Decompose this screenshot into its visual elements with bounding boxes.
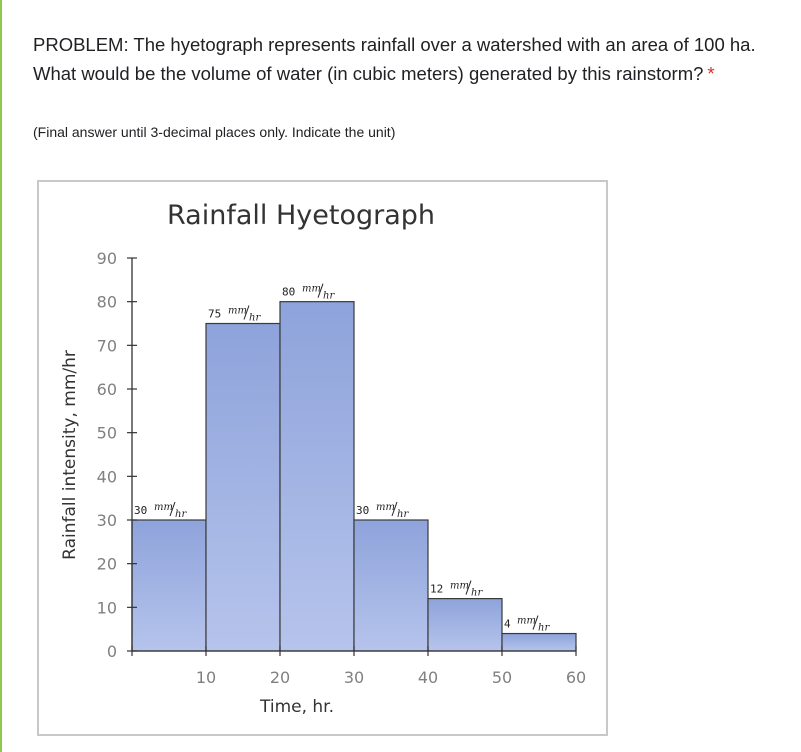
bar-label-slash-3 <box>391 501 398 517</box>
bar-label-unit-num-1: mm <box>228 306 247 317</box>
x-axis-label: Time, hr. <box>259 697 334 717</box>
bar-0 <box>131 519 207 652</box>
bars-layer <box>131 301 577 652</box>
bar-label-value-2: 80 <box>282 286 295 299</box>
bar-label-unit-num-3: mm <box>376 502 395 513</box>
y-tick-label-50: 50 <box>97 424 117 443</box>
x-tick-label-10: 10 <box>196 668 216 687</box>
bar-label-unit-den-1: hr <box>249 313 261 324</box>
bar-label-slash-4 <box>465 580 472 595</box>
bar-label-value-4: 12 <box>430 583 443 596</box>
question-text: PROBLEM: The hyetograph represents rainf… <box>33 34 756 84</box>
y-axis-label: Rainfall intensity, mm/hr <box>60 350 80 560</box>
bar-2 <box>279 301 355 652</box>
bar-3 <box>353 519 429 652</box>
y-tick-label-70: 70 <box>97 336 117 355</box>
x-tick-label-30: 30 <box>344 668 364 687</box>
question-block: PROBLEM: The hyetograph represents rainf… <box>33 30 773 88</box>
bar-4 <box>427 598 503 652</box>
bar-label-unit-den-3: hr <box>397 509 409 520</box>
x-tick-label-40: 40 <box>418 668 438 687</box>
y-tick-label-0: 0 <box>107 642 117 661</box>
bar-label-value-5: 4 <box>504 618 511 631</box>
bar-label-unit-num-5: mm <box>517 616 536 627</box>
bar-label-value-0: 30 <box>134 504 147 517</box>
bar-1 <box>205 322 281 652</box>
bar-label-unit-den-5: hr <box>538 623 550 634</box>
y-tick-label-60: 60 <box>97 380 117 399</box>
axes-layer: 0 10 20 30 40 50 60 70 80 90 10 20 30 40 50 60 <box>97 249 587 687</box>
bar-label-unit-den-2: hr <box>323 291 335 302</box>
bar-label-unit-den-4: hr <box>471 588 483 599</box>
bar-label-slash-5 <box>532 615 539 630</box>
bar-label-unit-den-0: hr <box>175 509 187 520</box>
bar-label-slash-1 <box>243 305 250 320</box>
bar-label-slash-0 <box>169 501 176 517</box>
form-accent-border <box>0 0 2 752</box>
x-tick-label-60: 60 <box>566 668 586 687</box>
hyetograph-chart: Rainfall Hyetograph Rainfall intensity, … <box>60 200 587 717</box>
bar-label-value-3: 30 <box>356 504 369 517</box>
required-marker: * <box>707 63 715 84</box>
bar-label-value-1: 75 <box>208 308 221 321</box>
bar-label-unit-num-2: mm <box>302 284 321 295</box>
y-tick-label-40: 40 <box>97 467 117 486</box>
x-tick-label-50: 50 <box>492 668 512 687</box>
bar-5 <box>501 632 577 652</box>
bar-label-unit-num-0: mm <box>154 502 173 513</box>
x-tick-label-20: 20 <box>270 668 290 687</box>
bar-label-unit-num-4: mm <box>450 581 469 592</box>
chart-title: Rainfall Hyetograph <box>167 200 435 231</box>
y-tick-label-30: 30 <box>97 511 117 530</box>
hyetograph-figure: Rainfall Hyetograph Rainfall intensity, … <box>37 180 608 736</box>
y-tick-label-10: 10 <box>97 598 117 617</box>
bar-label-slash-2 <box>317 283 324 298</box>
question-hint: (Final answer until 3-decimal places onl… <box>33 124 396 140</box>
y-tick-label-90: 90 <box>97 249 117 268</box>
y-tick-label-20: 20 <box>97 555 117 574</box>
y-tick-label-80: 80 <box>97 293 117 312</box>
